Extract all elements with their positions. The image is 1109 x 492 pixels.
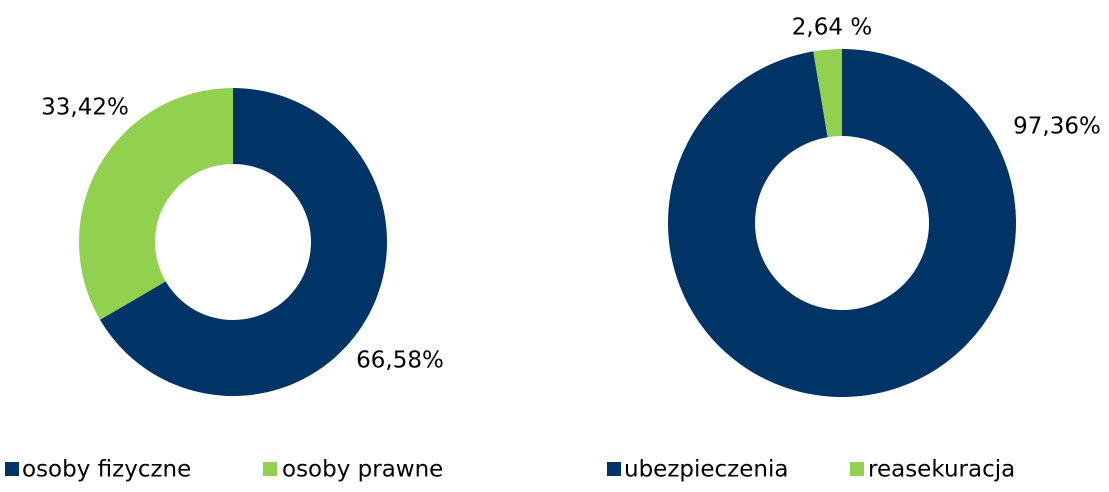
data-label: 2,64 % bbox=[792, 15, 872, 41]
data-label: 66,58% bbox=[356, 348, 444, 374]
legend-label: osoby fizyczne bbox=[22, 457, 191, 483]
legend-label: osoby prawne bbox=[282, 457, 443, 483]
donut-slice bbox=[79, 87, 233, 320]
donut-slice bbox=[813, 49, 842, 138]
donut-slice bbox=[667, 49, 1017, 398]
legend-label: ubezpieczenia bbox=[624, 457, 788, 483]
legend-swatch bbox=[607, 462, 621, 476]
legend-swatch bbox=[5, 462, 19, 476]
donut-slice bbox=[100, 88, 388, 396]
data-label: 97,36% bbox=[1013, 114, 1101, 140]
data-label: 33,42% bbox=[41, 95, 129, 121]
legend-swatch bbox=[263, 462, 277, 476]
legend-swatch bbox=[850, 462, 864, 476]
legend-label: reasekuracja bbox=[868, 457, 1015, 483]
